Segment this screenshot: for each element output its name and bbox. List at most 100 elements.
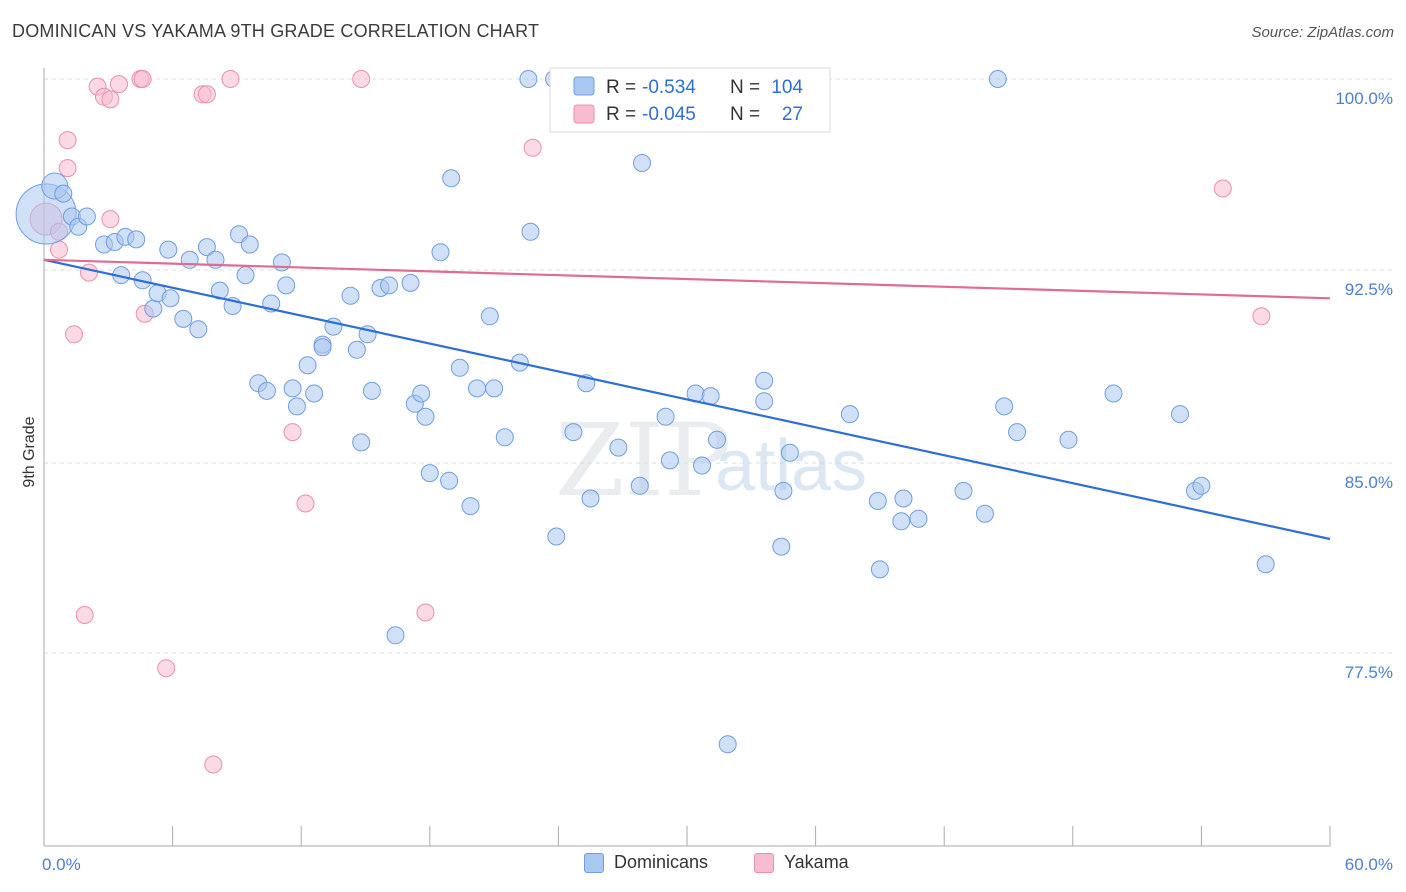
dominicans-point (755, 392, 774, 411)
dominicans-point (519, 70, 538, 88)
yakama-point (110, 75, 128, 94)
dominicans-point (450, 358, 469, 377)
dominicans-point (174, 309, 193, 328)
dominicans-point (272, 253, 291, 272)
dominicans-point (461, 497, 480, 516)
dominicans-point (159, 240, 178, 259)
dominicans-point (480, 307, 499, 326)
yakama-point (197, 85, 216, 104)
dominicans-point (440, 471, 459, 490)
dominicans-point (988, 70, 1007, 88)
bottom-legend-dominicans: Dominicans (584, 852, 708, 873)
dominicans-point (401, 273, 420, 292)
gridlines (44, 78, 1392, 654)
dominicans-point (660, 451, 679, 470)
dominicans-point (755, 371, 774, 390)
dominicans-swatch (584, 852, 604, 873)
dominicans-point (633, 154, 651, 172)
dominicans-point (1192, 476, 1211, 495)
dominicans-label: Dominicans (614, 852, 709, 872)
legend-r-value-2: -0.045 (642, 104, 696, 125)
dominicans-point (236, 266, 255, 285)
dominicans-point (431, 243, 450, 262)
yakama-point (283, 423, 302, 442)
dominicans-point (287, 397, 306, 416)
bottom-legend-yakama: Yakama (754, 852, 849, 873)
legend-r-label-1: R = (606, 77, 636, 98)
dominicans-regression-line (43, 258, 1331, 541)
dominicans-point (240, 235, 259, 254)
dominicans-point (894, 489, 913, 508)
dominicans-point (995, 397, 1014, 416)
yakama-point (1252, 307, 1271, 326)
yakama-point (101, 90, 120, 109)
yakama-point (80, 263, 98, 282)
legend-n-value-2: 27 (782, 104, 803, 125)
yakama-regression-line (43, 258, 1331, 300)
dominicans-point (386, 626, 405, 645)
y-tick-label: 92.5% (1345, 280, 1393, 299)
dominicans-point (708, 430, 726, 449)
dominicans-point (416, 407, 435, 426)
dominicans-point (257, 381, 276, 400)
dominicans-point (547, 527, 566, 546)
dominicans-point (313, 338, 332, 357)
dominicans-point (609, 438, 628, 457)
x-ticks (43, 826, 1331, 846)
dominicans-point (442, 169, 461, 188)
dominicans-point (362, 381, 381, 400)
legend-swatch-yakama (573, 104, 595, 124)
dominicans-point (701, 387, 720, 406)
dominicans-point (780, 443, 799, 462)
dominicans-point (774, 481, 793, 500)
legend-n-value-1: 104 (771, 77, 803, 98)
dominicans-point (197, 238, 216, 257)
dominicans-point (380, 276, 399, 295)
dominicans-point (341, 286, 360, 305)
dominicans-point (693, 456, 711, 475)
y-tick-label: 85.0% (1345, 473, 1393, 492)
dominicans-point (1171, 405, 1189, 424)
yakama-point (58, 131, 77, 150)
dominicans-point (954, 481, 973, 500)
yakama-point (523, 138, 542, 157)
yakama-point (65, 325, 83, 344)
yakama-point (133, 70, 152, 88)
yakama-point (157, 659, 176, 678)
yakama-label: Yakama (784, 852, 849, 872)
chart-source: Source: ZipAtlas.com (1251, 24, 1394, 41)
dominicans-points (15, 70, 1275, 754)
dominicans-point (305, 384, 324, 403)
y-axis-label: 9th Grade (21, 416, 38, 487)
dominicans-point (840, 405, 859, 424)
x-tick-label-max: 60.0% (1345, 855, 1393, 874)
dominicans-point (892, 512, 911, 531)
regression-lines (43, 258, 1331, 541)
dominicans-point (412, 384, 431, 403)
yakama-point (416, 603, 435, 622)
yakama-point (1213, 179, 1232, 198)
legend-swatch-dominicans (573, 76, 595, 96)
dominicans-point (1256, 555, 1275, 574)
y-tick-labels: 77.5% 85.0% 92.5% 100.0% (1335, 89, 1393, 682)
dominicans-point (909, 509, 928, 528)
dominicans-point (77, 207, 96, 226)
dominicans-point (772, 537, 791, 556)
dominicans-point (870, 560, 889, 579)
dominicans-point (975, 504, 994, 523)
dominicans-point (298, 356, 317, 375)
dominicans-point (718, 735, 737, 754)
dominicans-point (630, 476, 649, 495)
yakama-point (75, 606, 94, 624)
legend-box (549, 67, 831, 133)
chart-title: DOMINICAN VS YAKAMA 9TH GRADE CORRELATIO… (12, 21, 540, 41)
dominicans-point (144, 299, 163, 318)
dominicans-point (127, 230, 146, 249)
legend-r-value-1: -0.534 (642, 77, 696, 98)
x-tick-label-min: 0.0% (42, 855, 81, 874)
dominicans-point (347, 340, 366, 359)
dominicans-point (1104, 384, 1123, 403)
dominicans-point (1059, 430, 1078, 449)
dominicans-point (180, 250, 199, 269)
